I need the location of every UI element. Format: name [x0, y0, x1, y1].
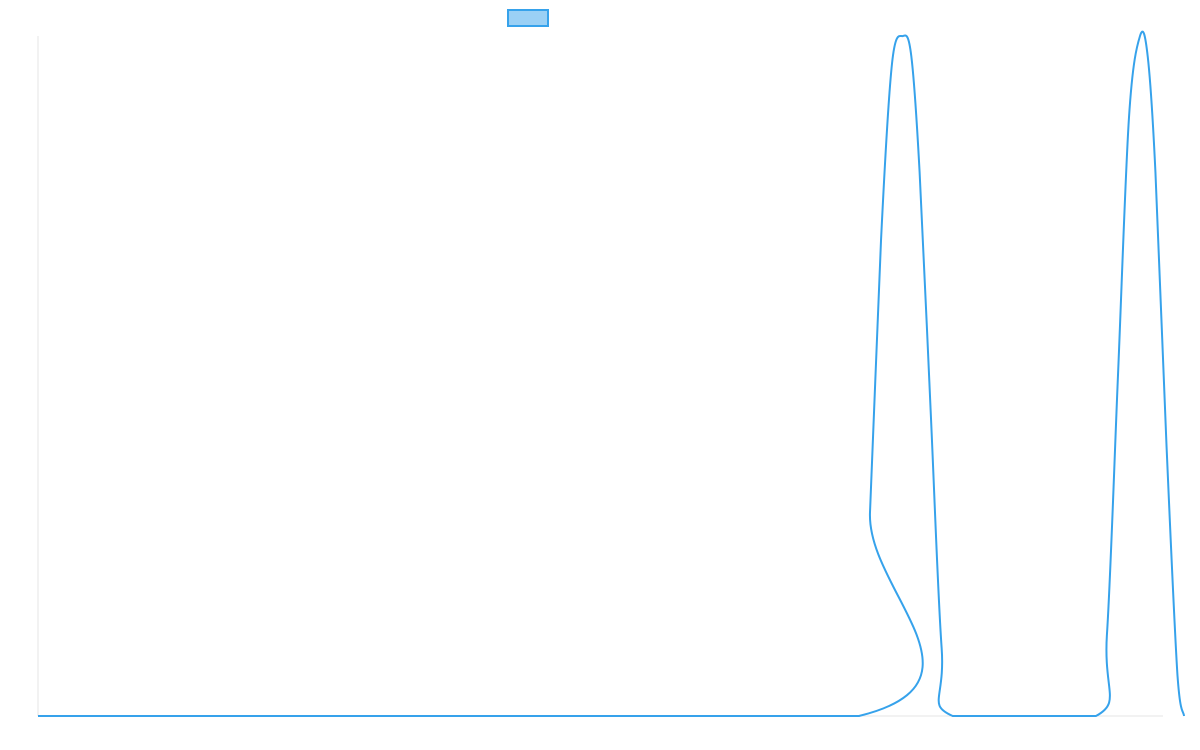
- chart-series-layer: [38, 30, 1186, 717]
- chart-axes: [37, 36, 1163, 717]
- chart-legend: [507, 9, 549, 27]
- series-line-0: [38, 30, 1186, 717]
- legend-swatch-0[interactable]: [507, 9, 549, 27]
